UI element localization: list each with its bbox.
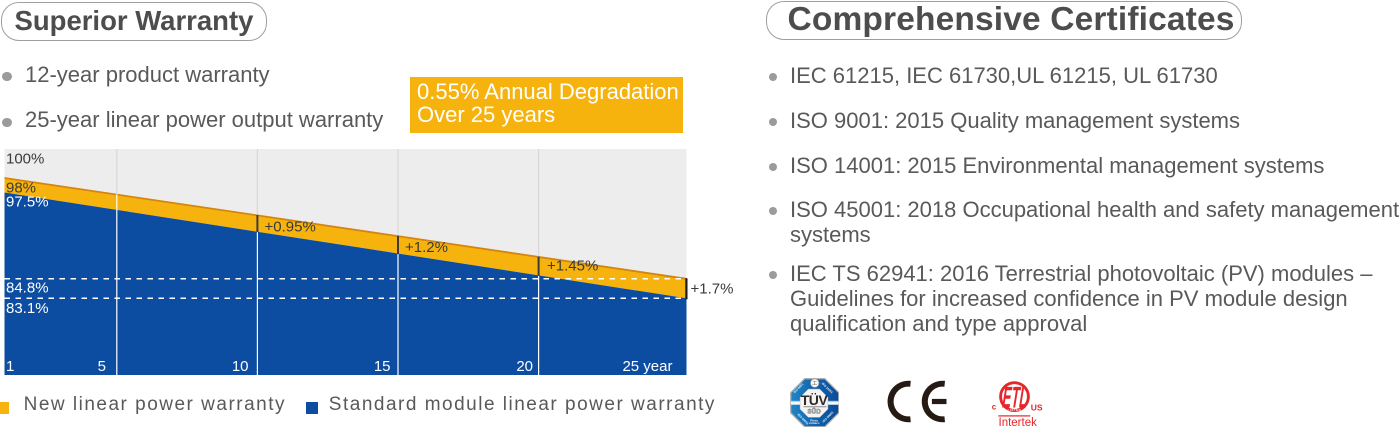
svg-text:83.1%: 83.1%	[6, 300, 49, 317]
svg-text:20: 20	[516, 358, 533, 375]
svg-text:TÜV: TÜV	[800, 392, 828, 408]
svg-text:US: US	[1031, 403, 1043, 413]
svg-text:voltaics: voltaics	[808, 421, 819, 425]
svg-text:LISTED: LISTED	[1008, 408, 1022, 412]
svg-text:10: 10	[232, 358, 249, 375]
svg-text:84.8%: 84.8%	[6, 280, 49, 297]
svg-text:ETL: ETL	[1000, 381, 1030, 414]
svg-text:SÜD: SÜD	[807, 408, 821, 415]
svg-text:c: c	[992, 403, 997, 412]
svg-text:100%: 100%	[6, 151, 44, 168]
svg-text:25 year: 25 year	[622, 358, 672, 375]
svg-text:97.5%: 97.5%	[6, 194, 49, 211]
svg-text:98%: 98%	[6, 180, 36, 197]
svg-text:5: 5	[98, 358, 106, 375]
svg-text:Photo: Photo	[810, 418, 818, 422]
svg-text:+0.95%: +0.95%	[265, 219, 316, 236]
svg-text:1: 1	[6, 358, 14, 375]
svg-text:+1.2%: +1.2%	[405, 239, 448, 256]
svg-text:Intertek: Intertek	[999, 417, 1038, 426]
svg-text:+1.7%: +1.7%	[691, 281, 734, 298]
svg-text:+1.45%: +1.45%	[547, 258, 598, 275]
svg-text:15: 15	[374, 358, 391, 375]
